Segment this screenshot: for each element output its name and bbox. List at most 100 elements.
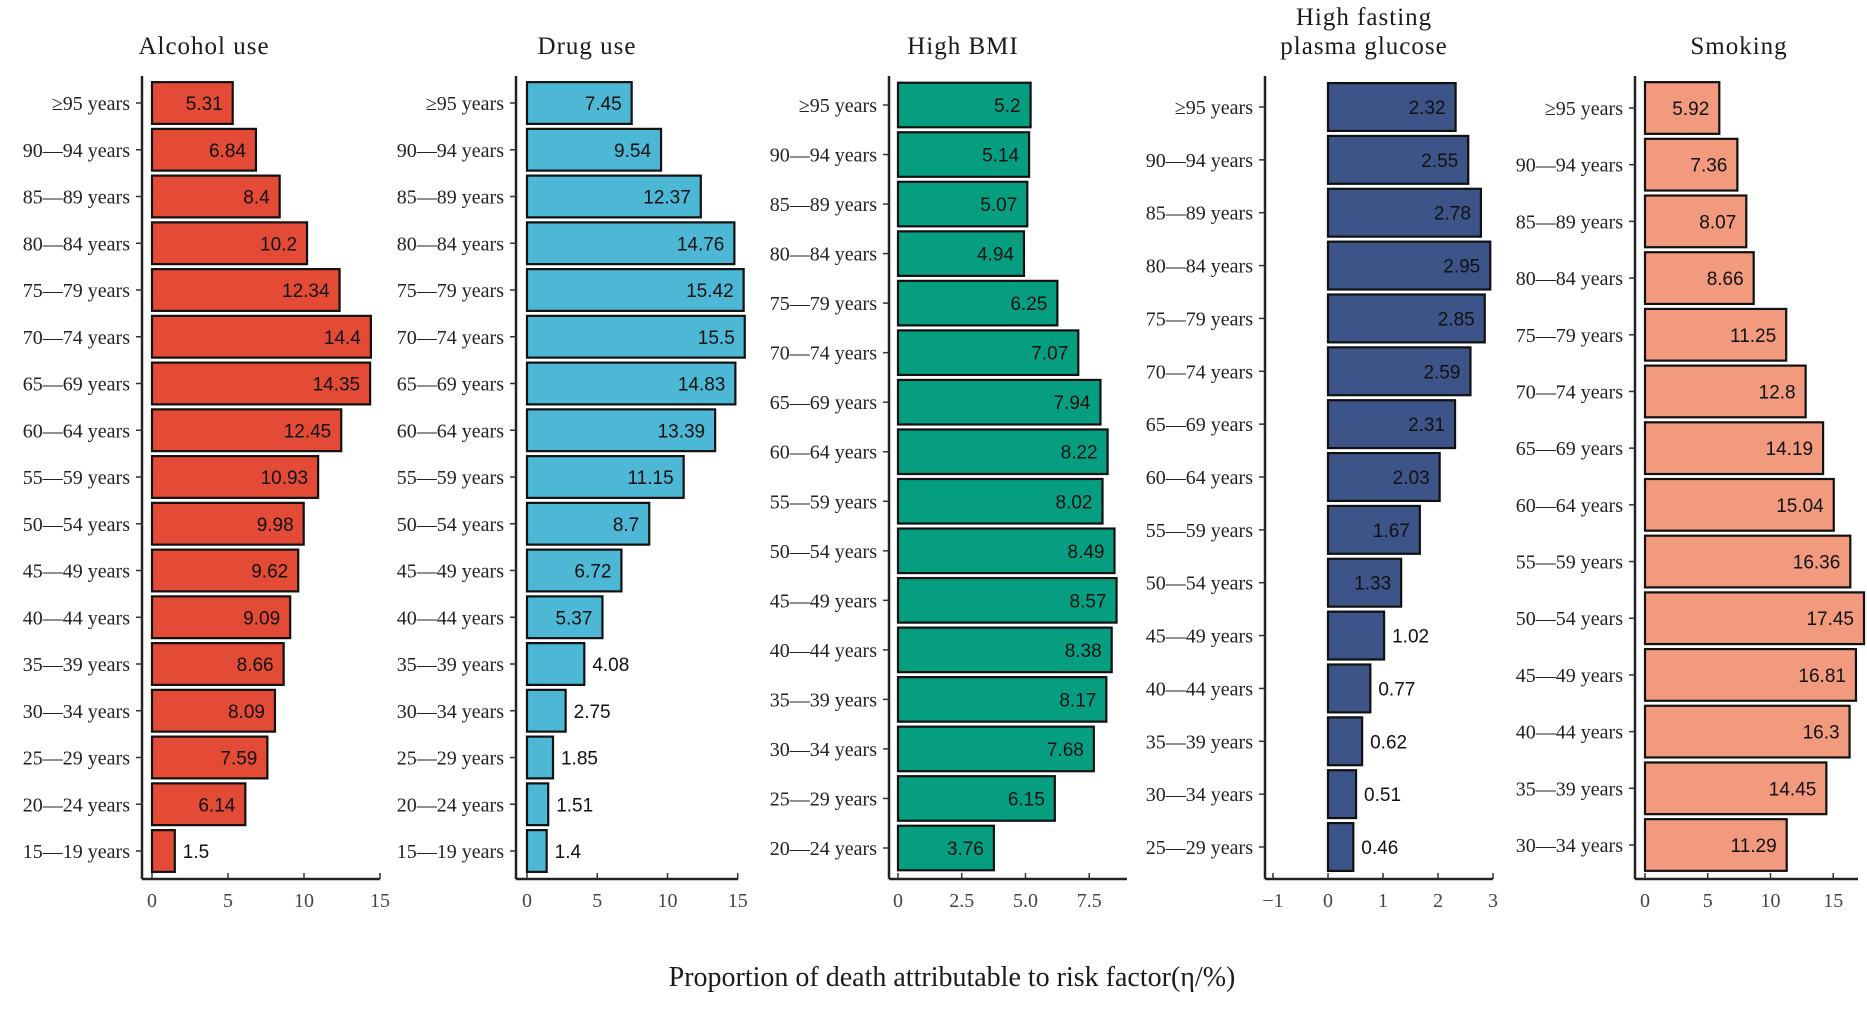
category-label: 70—74 years bbox=[1146, 361, 1253, 383]
value-label: 1.51 bbox=[556, 795, 593, 816]
panel-title: plasma glucose bbox=[1280, 33, 1447, 60]
category-label: 35—39 years bbox=[23, 654, 130, 676]
bar bbox=[1326, 187, 1482, 238]
category-label: 75—79 years bbox=[23, 280, 130, 302]
category-label: 60—64 years bbox=[1516, 495, 1623, 517]
category-label: 80—84 years bbox=[1516, 268, 1623, 290]
bar bbox=[525, 361, 737, 406]
bar bbox=[1326, 663, 1372, 714]
category-label: 30—34 years bbox=[770, 739, 877, 761]
category-label: ≥95 years bbox=[426, 93, 504, 115]
value-label: 14.19 bbox=[1766, 439, 1814, 460]
panel-title: High BMI bbox=[907, 33, 1018, 60]
bar bbox=[150, 829, 176, 873]
category-label: 55—59 years bbox=[1516, 552, 1623, 574]
bar bbox=[896, 824, 995, 872]
category-label: 85—89 years bbox=[23, 187, 130, 209]
value-label: 7.07 bbox=[1031, 344, 1068, 365]
category-label: 55—59 years bbox=[397, 467, 504, 489]
panel-title: Alcohol use bbox=[138, 33, 269, 60]
x-tick-label: 1 bbox=[1378, 890, 1388, 912]
value-label: 0.51 bbox=[1364, 785, 1401, 806]
value-label: 5.92 bbox=[1672, 99, 1709, 120]
value-label: 5.37 bbox=[555, 608, 592, 629]
bar bbox=[1326, 716, 1364, 767]
bar bbox=[896, 775, 1056, 822]
bar bbox=[525, 127, 663, 172]
category-label: 70—74 years bbox=[770, 343, 877, 365]
value-label: 14.83 bbox=[678, 375, 726, 396]
bar bbox=[896, 81, 1032, 129]
bar bbox=[150, 455, 320, 499]
bar bbox=[1326, 240, 1492, 291]
bar bbox=[1326, 504, 1421, 555]
bar bbox=[1643, 818, 1788, 872]
value-label: 15.5 bbox=[698, 328, 735, 349]
bar bbox=[525, 501, 651, 546]
bar bbox=[896, 230, 1026, 277]
category-label: 90—94 years bbox=[23, 140, 130, 162]
bar bbox=[896, 626, 1113, 674]
category-label: ≥95 years bbox=[52, 93, 130, 115]
bar bbox=[525, 829, 548, 873]
bar bbox=[896, 131, 1031, 178]
category-label: 20—24 years bbox=[23, 794, 130, 816]
value-label: 4.08 bbox=[592, 655, 629, 676]
category-label: 85—89 years bbox=[1146, 203, 1253, 225]
x-tick-label: 15 bbox=[728, 890, 748, 912]
category-label: 55—59 years bbox=[1146, 520, 1253, 542]
category-label: 60—64 years bbox=[770, 442, 877, 464]
value-label: 6.14 bbox=[198, 795, 235, 816]
x-tick-label: 10 bbox=[658, 890, 678, 912]
category-label: 35—39 years bbox=[1146, 731, 1253, 753]
category-label: 65—69 years bbox=[770, 392, 877, 414]
category-label: 85—89 years bbox=[397, 187, 504, 209]
category-label: 50—54 years bbox=[1516, 608, 1623, 630]
value-label: 8.09 bbox=[228, 702, 265, 723]
category-label: 35—39 years bbox=[770, 689, 877, 711]
category-label: 45—49 years bbox=[1146, 626, 1253, 648]
x-tick-label: −1 bbox=[1262, 890, 1283, 912]
value-label: 7.36 bbox=[1690, 156, 1727, 177]
bar bbox=[1326, 557, 1403, 608]
category-label: 30—34 years bbox=[397, 701, 504, 723]
category-label: 80—84 years bbox=[1146, 256, 1253, 278]
value-label: 6.72 bbox=[574, 562, 611, 583]
value-label: 5.2 bbox=[994, 96, 1020, 117]
bar bbox=[896, 428, 1109, 476]
value-label: 9.98 bbox=[257, 515, 294, 536]
value-label: 12.37 bbox=[643, 188, 691, 209]
bar bbox=[150, 688, 277, 733]
value-label: 11.29 bbox=[1731, 836, 1777, 857]
value-label: 1.33 bbox=[1354, 574, 1391, 595]
category-label: 25—29 years bbox=[1146, 837, 1253, 859]
x-tick-label: 3 bbox=[1488, 890, 1498, 912]
bar bbox=[1643, 137, 1739, 192]
value-label: 8.66 bbox=[1707, 269, 1744, 290]
category-label: 65—69 years bbox=[397, 374, 504, 396]
value-label: 5.31 bbox=[186, 94, 223, 115]
bar bbox=[525, 455, 685, 499]
bar bbox=[525, 221, 736, 266]
bar bbox=[150, 221, 309, 266]
category-label: 60—64 years bbox=[1146, 467, 1253, 489]
category-label: 30—34 years bbox=[1146, 784, 1253, 806]
category-label: 70—74 years bbox=[23, 327, 130, 349]
value-label: 2.75 bbox=[574, 702, 611, 723]
bar bbox=[525, 548, 623, 593]
bar bbox=[896, 378, 1102, 426]
x-tick-label: 10 bbox=[1761, 890, 1781, 912]
category-label: 65—69 years bbox=[1516, 438, 1623, 460]
value-label: 14.35 bbox=[313, 375, 361, 396]
bar bbox=[525, 314, 746, 359]
x-tick-label: 5 bbox=[223, 890, 233, 912]
bar bbox=[1643, 534, 1852, 589]
x-tick-label: 10 bbox=[294, 890, 314, 912]
bar bbox=[525, 174, 702, 219]
value-label: 10.93 bbox=[261, 468, 309, 489]
value-label: 2.32 bbox=[1409, 98, 1446, 119]
value-label: 5.07 bbox=[980, 195, 1017, 216]
category-label: 70—74 years bbox=[1516, 381, 1623, 403]
value-label: 6.15 bbox=[1008, 789, 1045, 810]
category-label: ≥95 years bbox=[1545, 98, 1623, 120]
